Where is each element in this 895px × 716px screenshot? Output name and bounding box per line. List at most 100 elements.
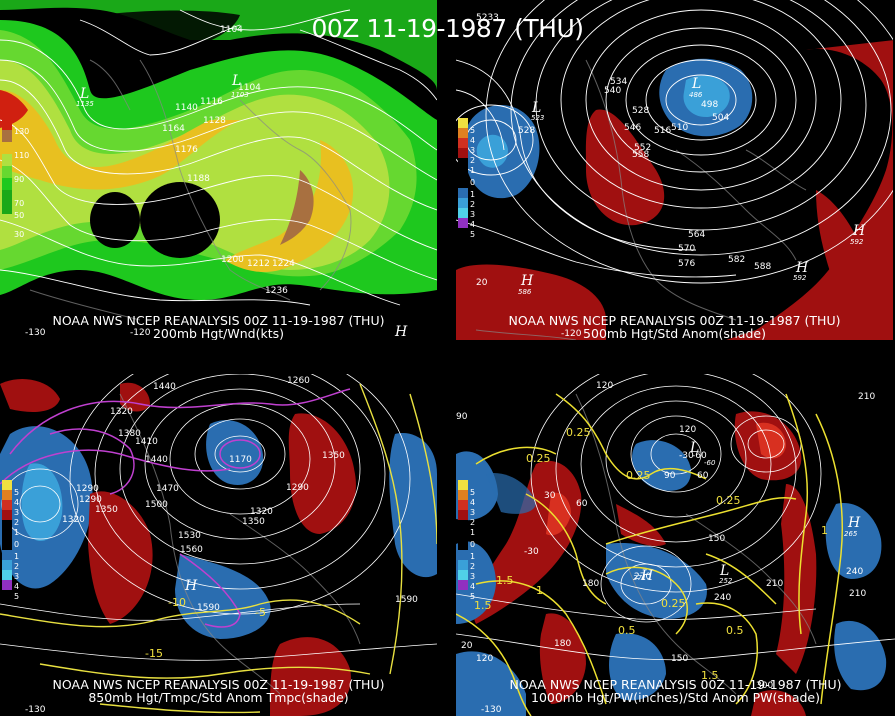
contour-label: 1500 bbox=[145, 500, 168, 510]
caption-field: 1000mb Hgt/PW(inches)/Std Anom PW(shade) bbox=[531, 690, 820, 705]
contour-label: -30 bbox=[524, 547, 539, 557]
legend-label: 3 bbox=[470, 146, 476, 155]
panel-200mb-wind[interactable]: 1104 1104 1116 1128 1140 1164 1176 1188 … bbox=[0, 0, 437, 340]
low-marker: L bbox=[231, 73, 241, 89]
low-marker: L bbox=[531, 100, 541, 116]
temp-label: -15 bbox=[145, 647, 163, 660]
high-marker: H bbox=[184, 578, 198, 594]
legend-label: 3 bbox=[14, 508, 20, 517]
contour-label: 552 bbox=[634, 143, 651, 153]
legend-swatch bbox=[2, 130, 12, 142]
caption-source: NOAA NWS NCEP REANALYSIS 00Z 11-19-1987 … bbox=[52, 677, 385, 692]
legend-label: 130 bbox=[14, 127, 30, 136]
legend-label: 4 bbox=[470, 498, 476, 507]
contour-label: 1176 bbox=[175, 145, 198, 155]
legend-label: 3 bbox=[470, 508, 476, 517]
pw-label: 1 bbox=[821, 524, 828, 537]
pw-map-1000mb: 120 90 210 -30 -60 60 90 120 150 180 210… bbox=[456, 374, 895, 716]
contour-label: 180 bbox=[582, 579, 599, 589]
contour-label: 516 bbox=[654, 126, 671, 136]
low-value: 1103 bbox=[231, 91, 249, 99]
legend-label: 2 bbox=[14, 562, 20, 571]
pw-label: 0.25 bbox=[661, 597, 686, 610]
anomaly-legend: 5 4 3 2 1 0 1 2 3 4 5 bbox=[458, 480, 475, 601]
high-value: 592 bbox=[793, 274, 807, 282]
legend-label: 70 bbox=[14, 199, 25, 208]
legend-label: 1 bbox=[470, 528, 476, 537]
panel-850mb-temperature[interactable]: 1320 1380 1410 1440 1440 1470 1290 1290 … bbox=[0, 374, 437, 716]
high-marker: H bbox=[394, 324, 408, 340]
contour-label: 1380 bbox=[118, 429, 141, 439]
contour-label: 60 bbox=[576, 499, 588, 509]
contour-label: 1170 bbox=[229, 455, 252, 465]
high-marker: H bbox=[520, 273, 534, 289]
low-value: -60 bbox=[704, 459, 716, 467]
panel-1000mb-precipitable-water[interactable]: 120 90 210 -30 -60 60 90 120 150 180 210… bbox=[456, 374, 895, 716]
panel-500mb-height[interactable]: 528 534 540 546 552 558 528 498 504 510 … bbox=[456, 0, 893, 340]
temp-label: -10 bbox=[168, 596, 186, 609]
contour-label: 150 bbox=[708, 534, 725, 544]
contour-label: 150 bbox=[671, 654, 688, 664]
legend-label: 5 bbox=[470, 592, 476, 601]
contour-label: 1290 bbox=[286, 483, 309, 493]
contour-label: 1188 bbox=[187, 174, 210, 184]
contour-label: 120 bbox=[679, 425, 696, 435]
low-marker: L bbox=[719, 563, 729, 579]
caption-source: NOAA NWS NCEP REANALYSIS 00Z 11-19-1987 … bbox=[509, 677, 842, 692]
legend-label: 50 bbox=[14, 211, 25, 220]
panel-caption: NOAA NWS NCEP REANALYSIS 00Z 11-19-1987 … bbox=[0, 314, 437, 340]
high-value: 592 bbox=[850, 238, 864, 246]
legend-swatch bbox=[2, 190, 12, 214]
caption-source: NOAA NWS NCEP REANALYSIS 00Z 11-19-1987 … bbox=[508, 313, 841, 328]
contour-label: 120 bbox=[476, 654, 493, 664]
legend-label: 2 bbox=[470, 200, 476, 209]
legend-label: 5 bbox=[470, 488, 476, 497]
contour-label: 1320 bbox=[110, 407, 133, 417]
contour-label: 1260 bbox=[287, 376, 310, 386]
pw-label: 0.25 bbox=[526, 452, 551, 465]
caption-field: 850mb Hgt/Tmpc/Std Anom Tmpc(shade) bbox=[88, 690, 349, 705]
legend-label: 1 bbox=[470, 190, 476, 199]
contour-label: 540 bbox=[604, 86, 621, 96]
legend-label: 4 bbox=[14, 582, 20, 591]
contour-label: 570 bbox=[678, 244, 695, 254]
contour-label: 576 bbox=[678, 259, 695, 269]
contour-label: 504 bbox=[712, 113, 729, 123]
low-value: 1135 bbox=[76, 100, 94, 108]
contour-labels-500mb: 528 534 540 546 552 558 528 498 504 510 … bbox=[518, 77, 771, 272]
high-value: 586 bbox=[518, 288, 532, 296]
temperature-map-850mb: 1320 1380 1410 1440 1440 1470 1290 1290 … bbox=[0, 374, 437, 716]
contour-label: 546 bbox=[624, 123, 641, 133]
contour-label: 1236 bbox=[265, 286, 288, 296]
height-map-500mb: 528 534 540 546 552 558 528 498 504 510 … bbox=[456, 0, 893, 340]
high-value: 271 bbox=[633, 574, 646, 582]
contour-label: 1224 bbox=[272, 259, 295, 269]
longitude-label: -120 bbox=[561, 329, 582, 339]
contour-labels-1000mb: 120 90 210 -30 -60 60 90 120 150 180 210… bbox=[456, 381, 875, 691]
legend-swatch bbox=[2, 154, 12, 166]
contour-label: 60 bbox=[697, 471, 709, 481]
contour-label: 1350 bbox=[242, 517, 265, 527]
legend-swatch bbox=[2, 118, 12, 130]
wind-legend: 130 110 90 70 50 30 bbox=[2, 118, 29, 239]
contour-label: 1290 bbox=[76, 484, 99, 494]
legend-label: 2 bbox=[470, 562, 476, 571]
map-title: 00Z 11-19-1987 (THU) bbox=[311, 14, 585, 43]
latitude-label: 20 bbox=[476, 278, 488, 288]
legend-swatch bbox=[2, 142, 12, 154]
legend-label: 4 bbox=[14, 498, 20, 507]
legend-label: 3 bbox=[470, 210, 476, 219]
longitude-label: -120 bbox=[130, 328, 151, 338]
contour-label: 30 bbox=[544, 491, 556, 501]
contour-label: 1590 bbox=[395, 595, 418, 605]
legend-label: 4 bbox=[470, 582, 476, 591]
contour-label: 1212 bbox=[247, 259, 270, 269]
legend-label: 5 bbox=[14, 592, 20, 601]
panel-caption: NOAA NWS NCEP REANALYSIS 00Z 11-19-1987 … bbox=[0, 678, 437, 704]
legend-label: 1 bbox=[470, 166, 476, 175]
anomaly-legend: 5 4 3 2 1 0 1 2 3 4 5 bbox=[2, 480, 19, 601]
contour-label: 240 bbox=[846, 567, 863, 577]
longitude-label: -130 bbox=[481, 705, 502, 715]
panel-caption: NOAA NWS NCEP REANALYSIS 00Z 11-19-1987 … bbox=[456, 314, 893, 340]
pw-label: 0.5 bbox=[726, 624, 744, 637]
